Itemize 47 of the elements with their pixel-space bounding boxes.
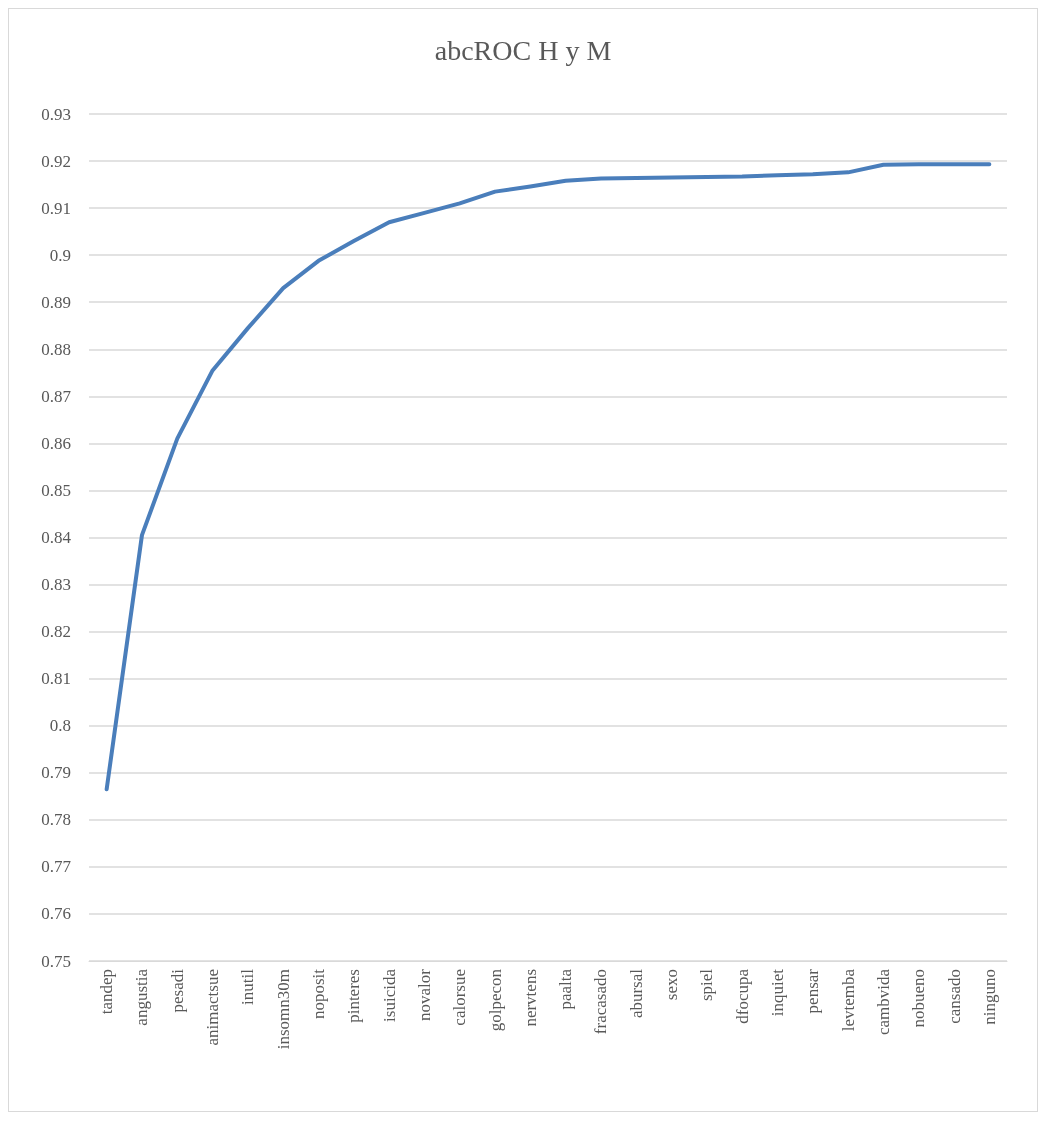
y-tick-label: 0.88: [41, 339, 71, 359]
x-tick-label: dfocupa: [732, 968, 752, 1024]
x-tick-label: cansado: [944, 969, 964, 1024]
x-tick-label: calorsue: [450, 969, 470, 1026]
y-tick-label: 0.87: [41, 386, 72, 406]
line-series: [104, 162, 992, 792]
x-tick-label: pensar: [803, 968, 823, 1014]
y-tick-label: 0.91: [41, 198, 71, 218]
x-tick-label: inquiet: [768, 968, 787, 1017]
y-tick-label: 0.77: [41, 857, 72, 877]
x-tick-label: ninguno: [979, 969, 999, 1025]
x-tick-label: inutil: [238, 968, 258, 1005]
y-tick-label: 0.76: [41, 904, 71, 924]
y-tick-label: 0.78: [41, 810, 71, 830]
x-tick-label: fracasado: [591, 969, 611, 1035]
x-tick-label: sexo: [662, 969, 682, 1001]
y-tick-label: 0.84: [41, 528, 72, 547]
y-tick-label: 0.8: [49, 716, 71, 736]
y-tick-label: 0.82: [41, 622, 71, 642]
x-tick-label: nervtens: [520, 969, 540, 1027]
y-tick-label: 0.79: [41, 763, 71, 783]
x-tick-label: paalta: [556, 968, 576, 1010]
x-tick-label: isuicida: [379, 968, 399, 1022]
y-tick-label: 0.9: [49, 245, 71, 265]
y-tick-label: 0.81: [41, 669, 71, 689]
y-tick-label: 0.83: [41, 575, 71, 595]
y-tick-label: 0.86: [41, 433, 71, 453]
x-tick-label: novalor: [414, 968, 434, 1021]
x-tick-label: noposit: [309, 968, 328, 1020]
y-tick-label: 0.85: [41, 480, 71, 500]
x-tick-label: insomn30m: [273, 969, 293, 1050]
x-tick-label: pesadi: [167, 968, 187, 1013]
x-tick-label: pinteres: [344, 969, 364, 1023]
x-tick-label: animactsue: [203, 969, 223, 1046]
x-tick-label: tandep: [97, 969, 117, 1015]
y-tick-label: 0.93: [41, 104, 71, 124]
x-tick-label: levtemba: [838, 968, 858, 1032]
x-tick-label: abursal: [626, 968, 646, 1019]
x-tick-label: cambvida: [873, 968, 893, 1036]
y-tick-label: 0.92: [41, 151, 71, 171]
y-tick-label: 0.75: [41, 951, 71, 971]
chart-title: abcROC H y M: [434, 34, 612, 66]
x-tick-label: spiel: [697, 968, 717, 1002]
x-tick-label: nobueno: [909, 969, 929, 1028]
x-tick-label: angustia: [132, 968, 152, 1026]
x-tick-label: golpecon: [485, 968, 505, 1032]
y-tick-label: 0.89: [41, 292, 71, 312]
